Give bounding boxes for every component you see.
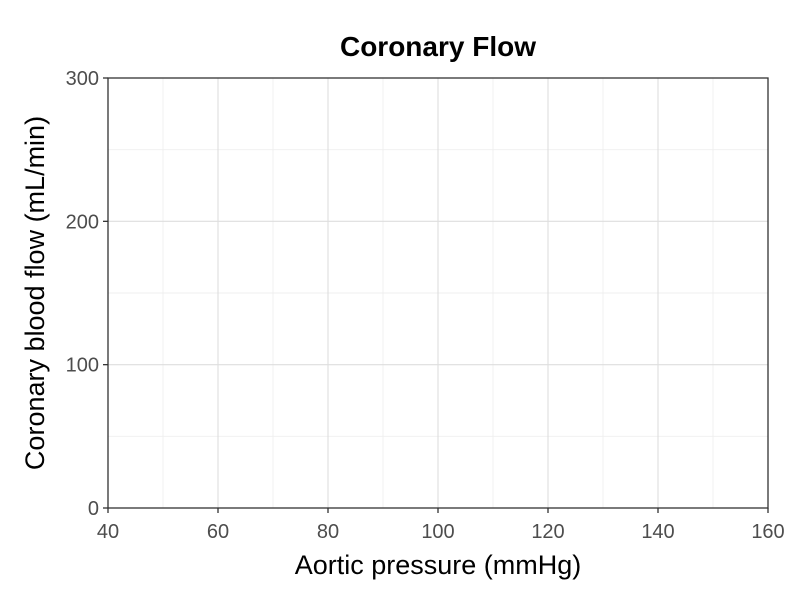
x-tick-label: 160 — [751, 521, 784, 543]
y-tick-label: 300 — [66, 68, 99, 90]
y-axis-title: Coronary blood flow (mL/min) — [20, 116, 50, 470]
y-tick-label: 200 — [66, 211, 99, 233]
x-tick-label: 140 — [641, 521, 674, 543]
y-axis: 0 100 200 300 — [66, 68, 108, 520]
x-axis: 40 60 80 100 120 140 160 — [97, 508, 785, 543]
x-tick-label: 120 — [531, 521, 564, 543]
y-tick-label: 0 — [88, 498, 99, 520]
x-axis-title: Aortic pressure (mmHg) — [295, 550, 582, 580]
x-tick-label: 40 — [97, 521, 119, 543]
x-tick-label: 100 — [421, 521, 454, 543]
chart-title: Coronary Flow — [340, 31, 536, 62]
x-tick-label: 80 — [317, 521, 339, 543]
x-tick-label: 60 — [207, 521, 229, 543]
y-tick-label: 100 — [66, 355, 99, 377]
